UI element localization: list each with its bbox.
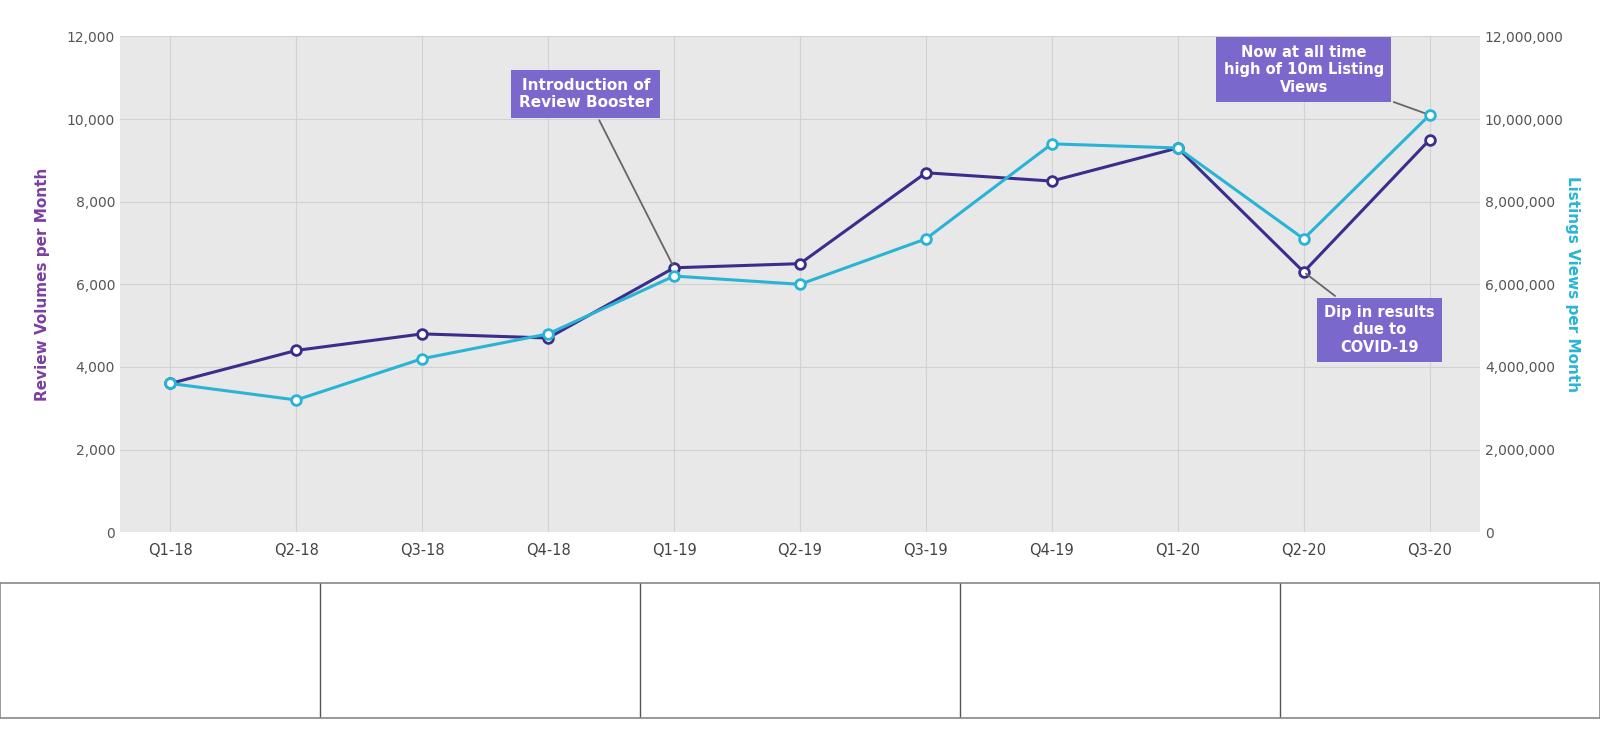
Legend: Review Volume, Listing Views: Review Volume, Listing Views (627, 604, 973, 631)
Text: Rep Score: Rep Score (1302, 610, 1390, 628)
Text: +103%: +103% (662, 661, 794, 695)
Text: Listing Views: Listing Views (22, 610, 136, 628)
Text: 282 → 746: 282 → 746 (1302, 661, 1493, 695)
Y-axis label: Listings Views per Month: Listings Views per Month (1565, 176, 1581, 392)
Text: Now at all time
high of 10m Listing
Views: Now at all time high of 10m Listing View… (1224, 44, 1427, 114)
Text: Dip in results
due to
COVID-19: Dip in results due to COVID-19 (1306, 273, 1435, 355)
Text: Clicks to Call: Clicks to Call (342, 610, 454, 628)
Text: Clicks for Directions: Clicks for Directions (662, 610, 837, 628)
Text: +183%: +183% (342, 661, 474, 695)
Text: Clicks for Website: Clicks for Website (982, 610, 1138, 628)
Text: +135%: +135% (982, 661, 1114, 695)
Y-axis label: Review Volumes per Month: Review Volumes per Month (35, 168, 50, 401)
Text: +150%: +150% (22, 661, 154, 695)
Text: Introduction of
Review Booster: Introduction of Review Booster (518, 78, 674, 265)
